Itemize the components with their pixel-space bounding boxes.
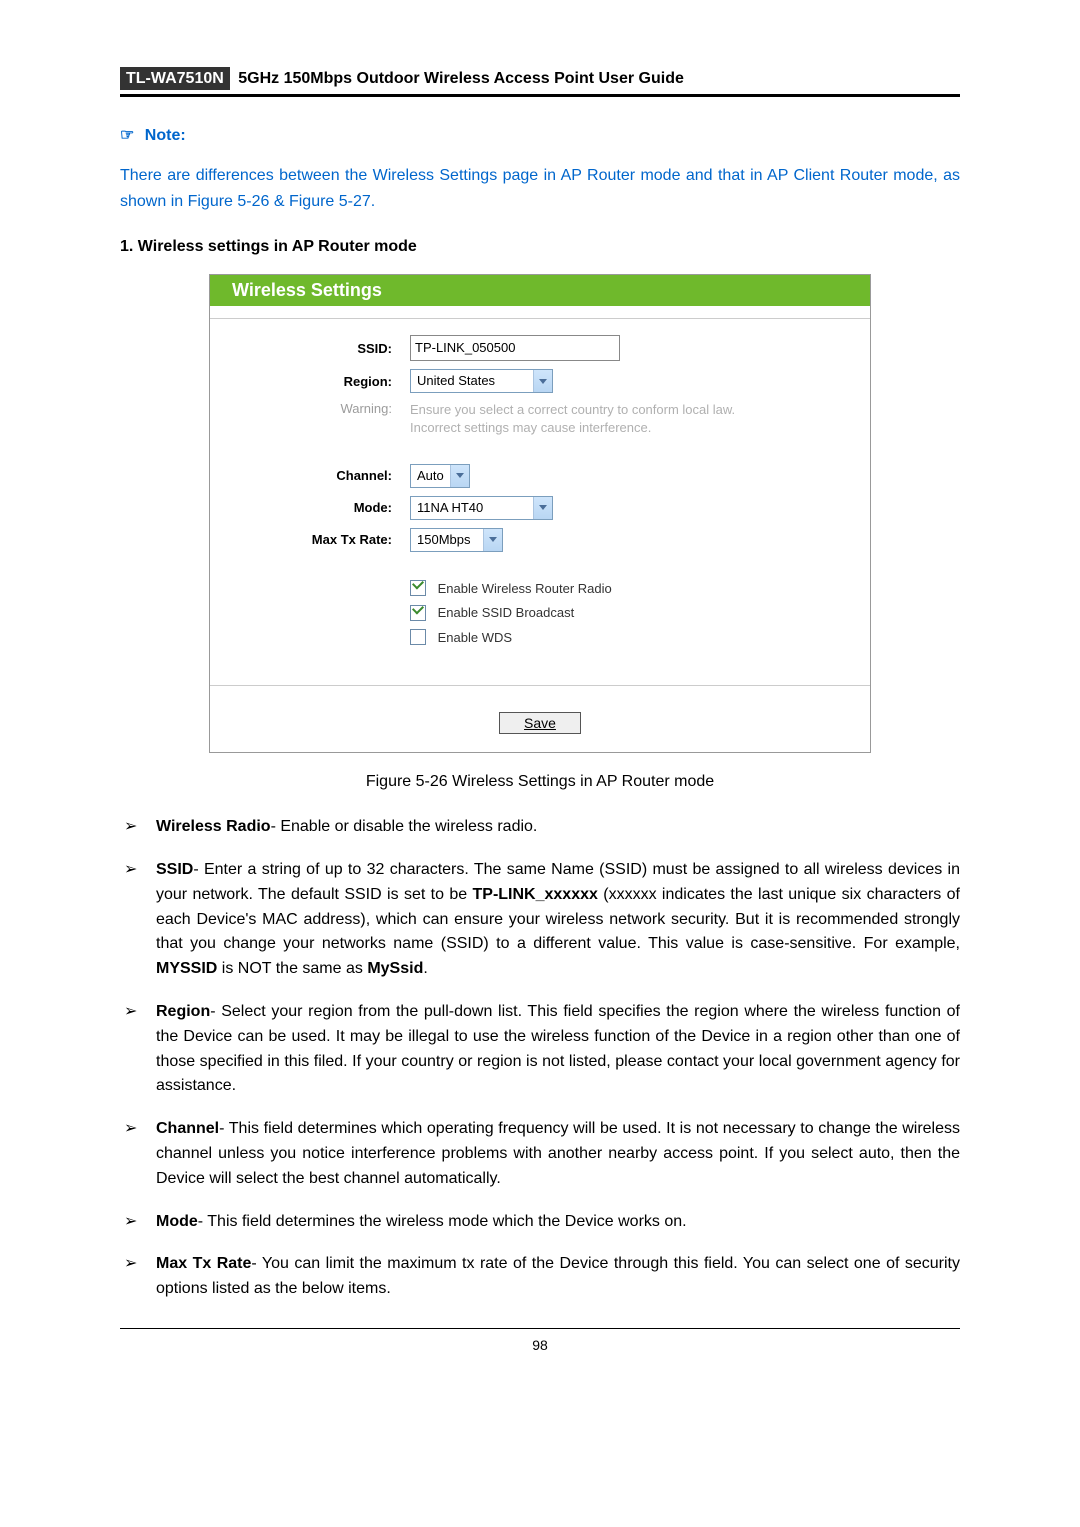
bullet-bold: MySsid xyxy=(367,960,423,977)
bullet-text: - Select your region from the pull-down … xyxy=(156,1003,960,1094)
region-label: Region: xyxy=(210,374,410,389)
enable-ssid-checkbox[interactable] xyxy=(410,605,426,621)
wireless-settings-panel: Wireless Settings SSID: TP-LINK_050500 R… xyxy=(209,274,871,753)
bullet-title: Wireless Radio xyxy=(156,818,271,835)
list-item: Region- Select your region from the pull… xyxy=(120,1000,960,1099)
list-item: Channel- This field determines which ope… xyxy=(120,1117,960,1191)
maxtx-select[interactable]: 150Mbps xyxy=(410,528,503,552)
bullet-text: is NOT the same as xyxy=(217,960,367,977)
note-body: There are differences between the Wirele… xyxy=(120,163,960,214)
region-select[interactable]: United States xyxy=(410,369,553,393)
warning-label: Warning: xyxy=(210,401,410,416)
enable-radio-checkbox[interactable] xyxy=(410,580,426,596)
bullet-title: Mode xyxy=(156,1213,198,1230)
panel-title: Wireless Settings xyxy=(210,275,870,306)
bullet-bold: TP-LINK_xxxxxx xyxy=(473,886,598,903)
section-heading: 1. Wireless settings in AP Router mode xyxy=(120,238,960,256)
bullet-text: - Enable or disable the wireless radio. xyxy=(271,818,538,835)
header-title: 5GHz 150Mbps Outdoor Wireless Access Poi… xyxy=(238,70,684,87)
chevron-down-icon xyxy=(483,529,502,551)
bullet-title: Channel xyxy=(156,1120,219,1137)
warning-text-2: Incorrect settings may cause interferenc… xyxy=(410,420,651,435)
bullet-title: SSID xyxy=(156,861,193,878)
ssid-input[interactable]: TP-LINK_050500 xyxy=(410,335,620,361)
bullet-text: - This field determines which operating … xyxy=(156,1120,960,1187)
enable-ssid-label: Enable SSID Broadcast xyxy=(438,605,575,620)
list-item: SSID- Enter a string of up to 32 charact… xyxy=(120,858,960,982)
list-item: Wireless Radio- Enable or disable the wi… xyxy=(120,815,960,840)
bullet-title: Region xyxy=(156,1003,210,1020)
bullet-text: . xyxy=(423,960,427,977)
page-number: 98 xyxy=(532,1337,548,1353)
bullet-bold: MYSSID xyxy=(156,960,217,977)
page-footer: 98 xyxy=(120,1328,960,1353)
enable-wds-label: Enable WDS xyxy=(438,630,512,645)
doc-header: TL-WA7510N 5GHz 150Mbps Outdoor Wireless… xyxy=(120,70,960,97)
bullet-list: Wireless Radio- Enable or disable the wi… xyxy=(120,815,960,1302)
region-value: United States xyxy=(411,370,533,392)
enable-radio-label: Enable Wireless Router Radio xyxy=(438,581,612,596)
chevron-down-icon xyxy=(533,497,552,519)
enable-wds-checkbox[interactable] xyxy=(410,629,426,645)
list-item: Max Tx Rate- You can limit the maximum t… xyxy=(120,1252,960,1302)
save-button[interactable]: Save xyxy=(499,712,581,734)
maxtx-value: 150Mbps xyxy=(411,529,483,551)
note-label: Note: xyxy=(145,127,186,144)
bullet-text: - This field determines the wireless mod… xyxy=(198,1213,687,1230)
list-item: Mode- This field determines the wireless… xyxy=(120,1210,960,1235)
channel-select[interactable]: Auto xyxy=(410,464,470,488)
channel-value: Auto xyxy=(411,465,450,487)
model-box: TL-WA7510N xyxy=(120,67,230,90)
maxtx-label: Max Tx Rate: xyxy=(210,532,410,547)
bullet-title: Max Tx Rate xyxy=(156,1255,251,1272)
warning-text: Ensure you select a correct country to c… xyxy=(410,401,870,437)
chevron-down-icon xyxy=(450,465,469,487)
bullet-text: - You can limit the maximum tx rate of t… xyxy=(156,1255,960,1297)
note-label-row: ☞ Note: xyxy=(120,125,960,145)
chevron-down-icon xyxy=(533,370,552,392)
mode-select[interactable]: 11NA HT40 xyxy=(410,496,553,520)
figure-caption: Figure 5-26 Wireless Settings in AP Rout… xyxy=(120,773,960,791)
mode-label: Mode: xyxy=(210,500,410,515)
mode-value: 11NA HT40 xyxy=(411,497,533,519)
pointing-hand-icon: ☞ xyxy=(120,127,134,144)
warning-text-1: Ensure you select a correct country to c… xyxy=(410,402,735,417)
channel-label: Channel: xyxy=(210,468,410,483)
ssid-label: SSID: xyxy=(210,341,410,356)
